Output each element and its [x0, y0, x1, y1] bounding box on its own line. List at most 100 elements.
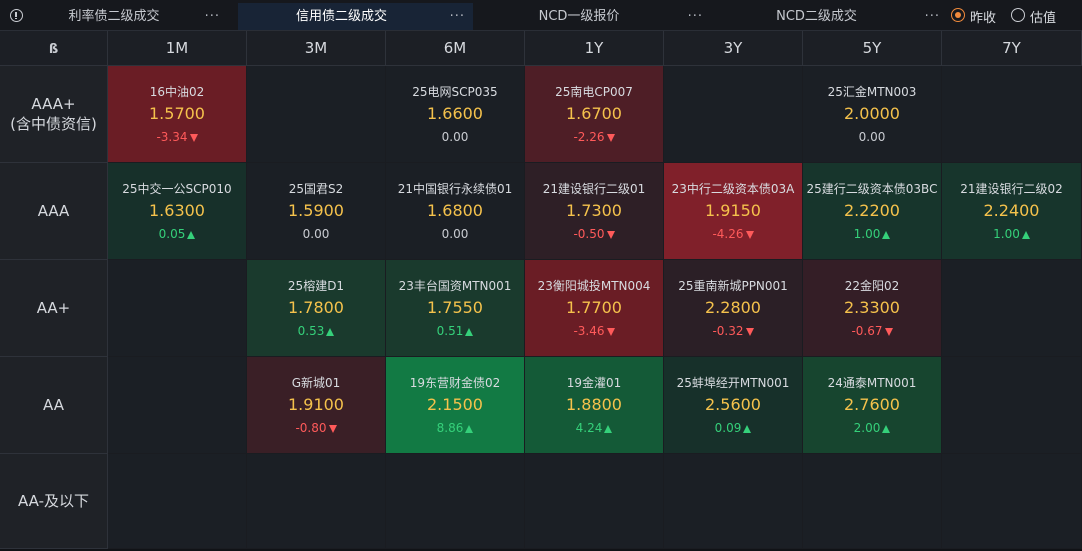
bond-cell[interactable]: G新城01 1.9100 -0.80	[247, 357, 386, 454]
bond-cell[interactable]: 25榕建D1 1.7800 0.53	[247, 260, 386, 357]
bp-change: 2.00	[803, 421, 941, 435]
bp-change: -0.67	[803, 324, 941, 338]
bp-change: 1.00	[803, 227, 941, 241]
bond-cell[interactable]: 21中国银行永续债01 1.6800 0.00	[386, 163, 525, 260]
bond-rate: 1.9100	[288, 395, 344, 414]
bp-change: 4.24	[525, 421, 663, 435]
bond-name: 25建行二级资本债03BC	[806, 182, 938, 196]
bond-name: 22金阳02	[844, 279, 900, 293]
column-header-1M[interactable]: 1M	[108, 31, 247, 66]
bp-change: -2.26	[525, 130, 663, 144]
column-header-7Y[interactable]: 7Y	[942, 31, 1082, 66]
empty-cell	[108, 260, 247, 357]
bond-cell[interactable]: 25电网SCP035 1.6600 0.00	[386, 66, 525, 163]
option-radio-valuation[interactable]	[1011, 8, 1025, 22]
row-header: AA	[0, 357, 108, 454]
bp-change-value: -3.46	[573, 324, 605, 338]
bond-name: 25电网SCP035	[412, 85, 498, 99]
bond-rate: 1.7300	[566, 201, 622, 220]
bond-name: 23中行二级资本债03A	[671, 182, 795, 196]
bp-change: -0.80	[247, 421, 385, 435]
bond-cell[interactable]: 21建设银行二级02 2.2400 1.00	[942, 163, 1082, 260]
triangle-up-icon	[465, 424, 474, 433]
bp-change-value: -3.34	[156, 130, 188, 144]
bond-cell[interactable]: 23中行二级资本债03A 1.9150 -4.26	[664, 163, 803, 260]
option-label-close[interactable]: 昨收	[970, 11, 997, 26]
bond-rate: 1.9150	[705, 201, 761, 220]
bond-rate: 1.6300	[149, 201, 205, 220]
bp-change-value: -0.80	[295, 421, 327, 435]
bond-name: 25南电CP007	[555, 85, 633, 99]
option-radio-close[interactable]	[951, 8, 965, 22]
bp-change: 0.09	[664, 421, 802, 435]
bp-change-value: -0.67	[851, 324, 883, 338]
bp-change: 0.00	[803, 130, 941, 144]
bond-rate: 2.2800	[705, 298, 761, 317]
bond-cell[interactable]: 25南电CP007 1.6700 -2.26	[525, 66, 664, 163]
bond-name: 19金灌01	[566, 376, 622, 390]
row-header-label: AA	[43, 396, 64, 414]
bp-change: -0.50	[525, 227, 663, 241]
bp-change-value: 1.00	[993, 227, 1020, 241]
column-header-1Y[interactable]: 1Y	[525, 31, 664, 66]
bond-cell[interactable]: 25建行二级资本债03BC 2.2200 1.00	[803, 163, 942, 260]
tab-2[interactable]: NCD一级报价 ···	[475, 3, 711, 30]
column-header-6M[interactable]: 6M	[386, 31, 525, 66]
bond-cell[interactable]: 25重南新城PPN001 2.2800 -0.32	[664, 260, 803, 357]
bp-change-value: -4.26	[712, 227, 744, 241]
bp-change-value: 2.00	[853, 421, 881, 435]
bp-change: 0.00	[247, 227, 385, 241]
bond-cell[interactable]: 23衡阳城投MTN004 1.7700 -3.46	[525, 260, 664, 357]
tab-label: 利率债二级成交	[68, 9, 160, 24]
bond-cell[interactable]: 25中交一公SCP010 1.6300 0.05	[108, 163, 247, 260]
bond-cell[interactable]: 19东营财金债02 2.1500 8.86	[386, 357, 525, 454]
more-options-icon[interactable]: ···	[687, 9, 703, 24]
credit-bond-matrix: ß 1M 3M 6M 1Y 3Y 5Y 7Y AAA+ (含中债资信) 16中油02 1.5700 -3…	[0, 31, 1082, 549]
triangle-up-icon	[743, 424, 752, 433]
bond-rate: 2.2200	[844, 201, 900, 220]
tab-label: NCD一级报价	[538, 9, 620, 24]
bond-name: 25榕建D1	[287, 279, 345, 293]
bond-cell[interactable]: 19金灌01 1.8800 4.24	[525, 357, 664, 454]
bp-change: 0.00	[386, 130, 524, 144]
bond-cell[interactable]: 25蚌埠经开MTN001 2.5600 0.09	[664, 357, 803, 454]
bp-change: 8.86	[386, 421, 524, 435]
tab-3[interactable]: NCD二级成交 ···	[713, 3, 948, 30]
bond-cell[interactable]: 21建设银行二级01 1.7300 -0.50	[525, 163, 664, 260]
column-header-5Y[interactable]: 5Y	[803, 31, 942, 66]
row-header: AA-及以下	[0, 454, 108, 549]
tab-0[interactable]: 利率债二级成交 ···	[28, 3, 228, 30]
bp-change-value: 0.09	[714, 421, 742, 435]
more-options-icon[interactable]: ···	[924, 9, 940, 24]
bond-cell[interactable]: 23丰台国资MTN001 1.7550 0.51	[386, 260, 525, 357]
info-icon[interactable]	[10, 9, 23, 22]
more-options-icon[interactable]: ···	[204, 9, 220, 24]
bond-cell[interactable]: 25国君S2 1.5900 0.00	[247, 163, 386, 260]
tab-1[interactable]: 信用债二级成交 ···	[238, 3, 473, 30]
bp-change-value: -0.32	[712, 324, 744, 338]
bond-rate: 2.7600	[844, 395, 900, 414]
bond-cell[interactable]: 22金阳02 2.3300 -0.67	[803, 260, 942, 357]
empty-cell	[942, 454, 1082, 549]
column-header-3Y[interactable]: 3Y	[664, 31, 803, 66]
bp-change-value: 0.53	[297, 324, 325, 338]
option-label-valuation[interactable]: 估值	[1030, 11, 1057, 26]
triangle-up-icon	[882, 424, 891, 433]
corner-header: ß	[0, 31, 108, 66]
bond-cell[interactable]: 16中油02 1.5700 -3.34	[108, 66, 247, 163]
empty-cell	[942, 66, 1082, 163]
column-header-3M[interactable]: 3M	[247, 31, 386, 66]
bp-change-value: 0.00	[441, 227, 469, 241]
bp-change-value: 8.86	[436, 421, 464, 435]
triangle-down-icon	[606, 133, 615, 142]
bond-name: 25汇金MTN003	[827, 85, 917, 99]
bond-cell[interactable]: 25汇金MTN003 2.0000 0.00	[803, 66, 942, 163]
empty-cell	[664, 454, 803, 549]
more-options-icon[interactable]: ···	[449, 9, 465, 24]
bp-change-value: 4.24	[575, 421, 603, 435]
bp-change: -4.26	[664, 227, 802, 241]
bond-name: 25国君S2	[288, 182, 344, 196]
bond-rate: 1.7700	[566, 298, 622, 317]
bond-rate: 2.3300	[844, 298, 900, 317]
bond-cell[interactable]: 24通泰MTN001 2.7600 2.00	[803, 357, 942, 454]
